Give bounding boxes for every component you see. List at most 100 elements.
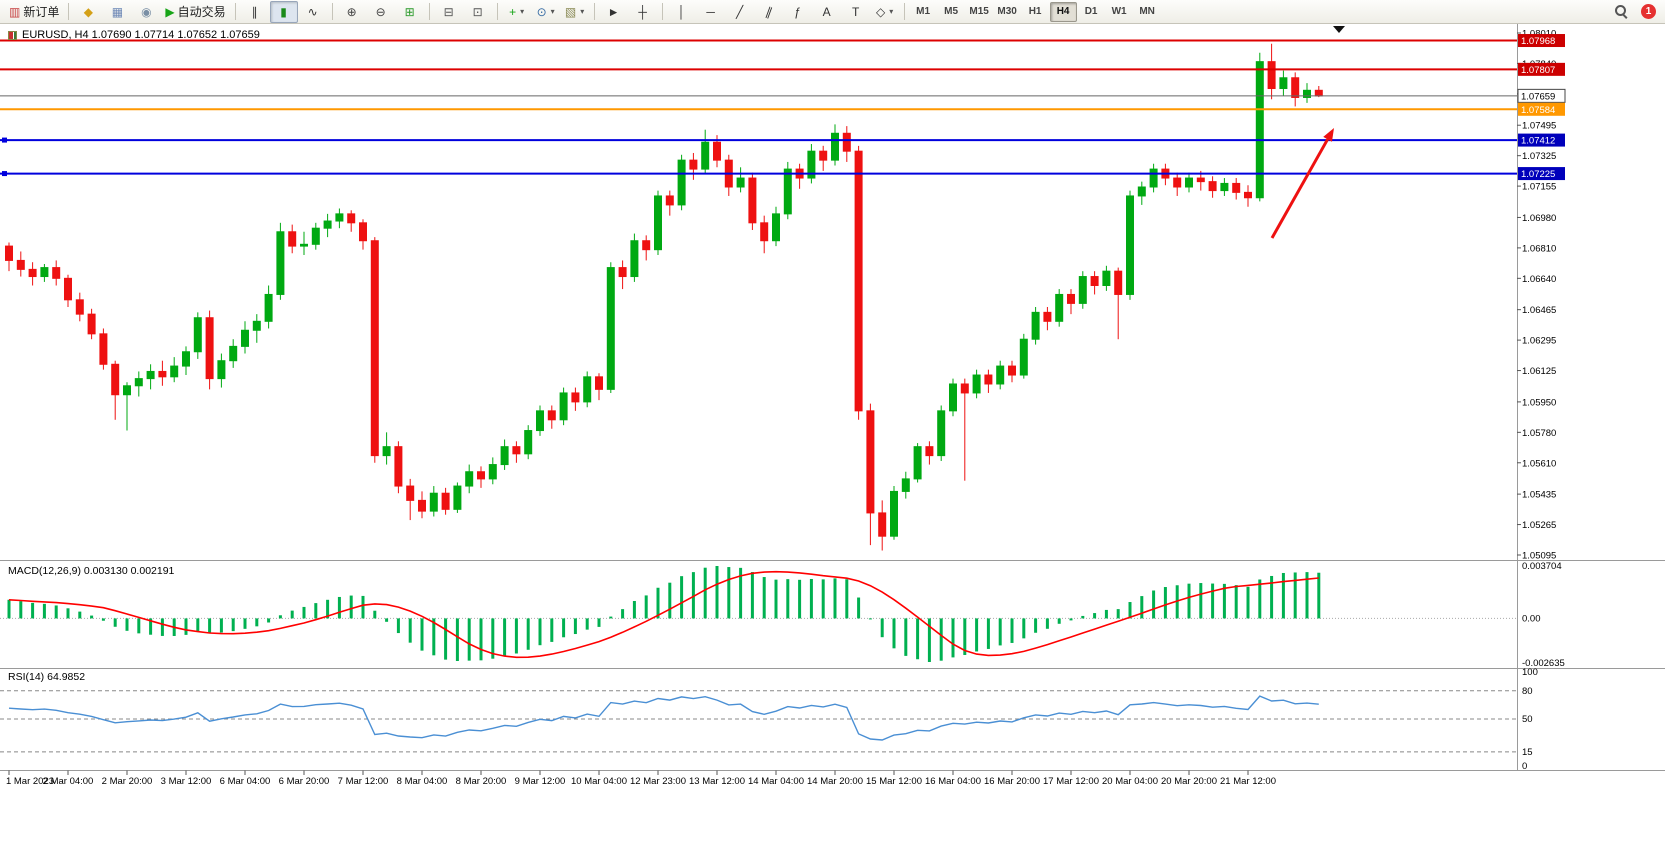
candle xyxy=(736,177,745,188)
axis-label: 9 Mar 12:00 xyxy=(515,776,566,787)
axis-label: 16 Mar 04:00 xyxy=(925,776,981,787)
timeframe-mn[interactable]: MN xyxy=(1139,6,1155,17)
tile-windows-button[interactable]: ⊟ xyxy=(435,1,463,23)
search-button[interactable] xyxy=(1607,1,1635,23)
candle xyxy=(783,168,792,215)
candle xyxy=(972,374,981,394)
axis-label: 0 xyxy=(1522,761,1527,772)
fibonacci-button[interactable]: ƒ xyxy=(784,1,812,23)
bar-chart-button[interactable]: ∥ xyxy=(241,1,269,23)
candle xyxy=(406,485,415,501)
auto-trading-button-label: 自动交易 xyxy=(177,5,226,19)
auto-trading-button[interactable]: ▶ 自动交易 xyxy=(161,1,229,23)
chevron-down-icon: ▾ xyxy=(520,7,525,16)
notification-badge[interactable]: 1 xyxy=(1641,4,1656,19)
timeframe-m15[interactable]: M15 xyxy=(969,6,989,17)
timeframe-m1[interactable]: M1 xyxy=(916,6,931,17)
candle xyxy=(52,267,61,279)
macd-signal-line xyxy=(8,570,1319,659)
candlestick-chart-button[interactable]: ▮ xyxy=(269,0,298,23)
axis-label: 6 Mar 20:00 xyxy=(279,776,330,787)
toolbar-separator xyxy=(903,3,905,20)
rsi-label: RSI(14) 64.9852 xyxy=(8,671,85,683)
candle xyxy=(170,365,179,378)
arrow-annotation[interactable] xyxy=(1270,138,1329,239)
candle xyxy=(807,150,816,179)
candle xyxy=(913,446,922,480)
line-handle[interactable] xyxy=(2,171,7,177)
trendline-button[interactable]: ╱ xyxy=(726,1,754,23)
candle xyxy=(1291,77,1300,98)
chart-title: EURUSD, H4 1.07690 1.07714 1.07652 1.076… xyxy=(8,29,260,41)
line-chart-button[interactable]: ∿ xyxy=(299,1,327,23)
text-button[interactable]: A xyxy=(813,1,841,23)
macd-name: MACD(12,26,9) xyxy=(8,565,81,577)
channel-button[interactable]: ∥ xyxy=(755,1,783,23)
candle xyxy=(229,345,238,362)
horizontal-line-button[interactable]: ─ xyxy=(697,1,725,23)
rsi-line xyxy=(8,695,1319,741)
candle xyxy=(1208,181,1217,192)
candle xyxy=(665,195,674,206)
candle xyxy=(1267,61,1276,90)
candle xyxy=(40,267,49,278)
cascade-windows-button[interactable]: ⊡ xyxy=(464,1,492,23)
toolbar-separator xyxy=(593,3,595,20)
toolbar-separator xyxy=(428,3,430,20)
candle xyxy=(335,213,344,222)
indicators-button[interactable]: + ▾ xyxy=(503,1,531,23)
candle xyxy=(158,370,167,378)
candle xyxy=(1019,338,1028,376)
timeframe-d1[interactable]: D1 xyxy=(1084,6,1098,17)
cursor-button[interactable]: ► xyxy=(600,1,628,23)
navigator-button[interactable]: ◉ xyxy=(132,1,160,23)
candle xyxy=(1220,182,1229,192)
timeframe-h1[interactable]: H1 xyxy=(1028,6,1042,17)
time-marker-icon[interactable] xyxy=(1333,26,1345,33)
template-icon: ▧ xyxy=(564,4,577,19)
periods-button[interactable]: ⊙ ▾ xyxy=(532,1,560,23)
market-watch-button[interactable]: ▦ xyxy=(103,1,131,23)
templates-button[interactable]: ▧ ▾ xyxy=(561,1,589,23)
trendline-icon: ╱ xyxy=(735,4,744,19)
toolbox-icon: ◆ xyxy=(83,4,93,19)
axis-label: 1.07807 xyxy=(1521,65,1555,76)
candle xyxy=(1185,177,1193,188)
vertical-line-button[interactable]: │ xyxy=(668,1,696,23)
candle xyxy=(5,245,13,261)
timeframe-m30[interactable]: M30 xyxy=(997,6,1017,17)
axis-label: 8 Mar 20:00 xyxy=(456,776,507,787)
candle xyxy=(618,267,627,278)
timeframe-h4[interactable]: H4 xyxy=(1049,1,1077,22)
candlestick-series xyxy=(5,43,1323,551)
label-button[interactable]: T xyxy=(842,1,870,23)
candle xyxy=(677,159,686,206)
candle xyxy=(64,277,72,301)
text-icon: A xyxy=(822,4,831,19)
candle xyxy=(134,378,143,387)
chart-canvas[interactable]: 1.080101.078401.076701.074951.073251.071… xyxy=(0,24,1665,844)
candle xyxy=(949,383,957,412)
timeframe-w1[interactable]: W1 xyxy=(1111,6,1127,17)
timeframe-m5[interactable]: M5 xyxy=(944,6,959,17)
auto-arrange-button[interactable]: ⊞ xyxy=(396,1,424,23)
candle xyxy=(854,150,863,412)
new-order-button[interactable]: ▥ 新订单 xyxy=(5,1,63,23)
candle xyxy=(595,376,603,390)
axis-label: 1.07412 xyxy=(1521,136,1555,147)
axis-label: 1.05095 xyxy=(1522,551,1556,562)
candle xyxy=(583,376,592,403)
zoom-out-button[interactable]: ⊖ xyxy=(367,1,395,23)
axis-label: 80 xyxy=(1522,686,1533,697)
toolbox-button[interactable]: ◆ xyxy=(74,1,102,23)
shapes-button[interactable]: ◇ ▾ xyxy=(871,1,899,23)
axis-label: 3 Mar 12:00 xyxy=(161,776,212,787)
line-handle[interactable] xyxy=(2,137,7,143)
axis-label: 1.06640 xyxy=(1522,274,1556,285)
play-icon: ▶ xyxy=(165,4,175,19)
crosshair-button[interactable]: ┼ xyxy=(629,1,657,23)
axis-label: 1.05950 xyxy=(1522,397,1556,408)
toolbar: ▥ 新订单 ◆ ▦ ◉ ▶ 自动交易 ∥ ▮ ∿ ⊕ ⊖ ⊞ ⊟ ⊡ + ▾ ⊙ ▾ ▧ ▾ ► ┼ │ ─ ╱ ∥ ƒ A T ◇ ▾ M1 M… xyxy=(0,0,1665,24)
candle xyxy=(748,177,757,224)
zoom-in-button[interactable]: ⊕ xyxy=(338,1,366,23)
